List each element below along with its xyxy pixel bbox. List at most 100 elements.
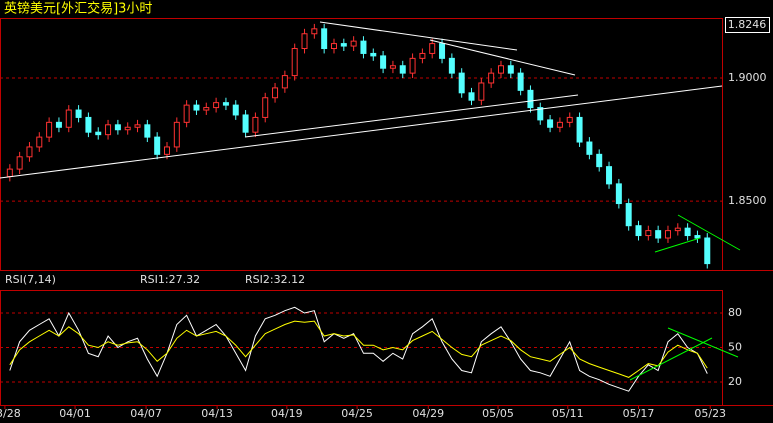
candle-body bbox=[350, 40, 357, 47]
legend-label: RSI1:27.32 bbox=[140, 273, 200, 286]
candle-body bbox=[674, 227, 681, 232]
rsi-line bbox=[9, 306, 708, 392]
candle-body bbox=[527, 89, 534, 109]
candle-body bbox=[154, 136, 161, 155]
candle-body bbox=[46, 121, 53, 138]
candle-body bbox=[193, 104, 200, 111]
candle-body bbox=[232, 104, 239, 116]
price-panel bbox=[0, 18, 723, 271]
candle-body bbox=[55, 121, 62, 128]
chart-title: 英镑美元[外汇交易]3小时 bbox=[4, 1, 152, 17]
x-tick-label: 03/28 bbox=[0, 407, 21, 420]
x-tick-label: 05/17 bbox=[623, 407, 655, 420]
candle-body bbox=[497, 65, 504, 74]
y-tick-label: 50 bbox=[728, 341, 742, 354]
candle-body bbox=[664, 230, 671, 239]
candle-body bbox=[75, 109, 82, 118]
candle-body bbox=[694, 235, 701, 239]
candle-body bbox=[468, 92, 475, 101]
trend-line bbox=[429, 39, 576, 76]
candle-body bbox=[36, 136, 43, 148]
candle-body bbox=[114, 124, 121, 131]
candle-body bbox=[655, 230, 662, 239]
candle-body bbox=[625, 203, 632, 227]
trend-line bbox=[629, 337, 713, 381]
candle-body bbox=[429, 43, 436, 54]
candle-body bbox=[458, 72, 465, 94]
candle-body bbox=[173, 121, 180, 148]
candle-body bbox=[478, 82, 485, 101]
candle-body bbox=[586, 141, 593, 155]
candle-body bbox=[507, 65, 514, 74]
candle-body bbox=[340, 43, 347, 47]
candle-body bbox=[85, 116, 92, 133]
candle-body bbox=[222, 102, 229, 106]
panel-title: RSI(7,14) bbox=[5, 273, 56, 286]
candle-body bbox=[704, 237, 711, 265]
candle-body bbox=[301, 33, 308, 50]
y-tick-label: 20 bbox=[728, 375, 742, 388]
candle-body bbox=[635, 225, 642, 237]
candle-body bbox=[409, 57, 416, 74]
candle-body bbox=[213, 102, 220, 109]
candle-body bbox=[556, 121, 563, 128]
candle-body bbox=[262, 97, 269, 118]
candle-body bbox=[6, 168, 13, 177]
trend-line bbox=[654, 237, 701, 253]
candle-body bbox=[311, 28, 318, 35]
x-tick-label: 05/05 bbox=[482, 407, 514, 420]
candle-body bbox=[163, 146, 170, 155]
x-tick-label: 05/23 bbox=[694, 407, 726, 420]
x-tick-label: 04/25 bbox=[341, 407, 373, 420]
candle-body bbox=[95, 131, 102, 136]
candle-body bbox=[380, 55, 387, 69]
candle-body bbox=[419, 52, 426, 59]
candle-body bbox=[252, 116, 259, 133]
last-price: 1.8246 bbox=[728, 18, 767, 31]
candle-body bbox=[488, 72, 495, 84]
candle-body bbox=[16, 156, 23, 170]
candle-body bbox=[272, 87, 279, 99]
legend-label: RSI2:32.12 bbox=[245, 273, 305, 286]
trend-line bbox=[677, 214, 741, 251]
x-tick-label: 04/01 bbox=[59, 407, 91, 420]
candle-body bbox=[124, 126, 131, 131]
x-tick-label: 04/29 bbox=[412, 407, 444, 420]
last-price-box bbox=[725, 17, 770, 33]
x-tick-label: 05/11 bbox=[552, 407, 584, 420]
candle-body bbox=[399, 65, 406, 74]
y-tick-label: 1.8500 bbox=[728, 194, 767, 207]
candle-body bbox=[330, 43, 337, 50]
trend-line bbox=[0, 85, 723, 179]
trend-line bbox=[319, 21, 518, 51]
candle-body bbox=[615, 183, 622, 205]
candle-body bbox=[26, 146, 33, 158]
candle-body bbox=[439, 43, 446, 59]
x-tick-label: 04/19 bbox=[271, 407, 303, 420]
x-tick-label: 04/07 bbox=[130, 407, 162, 420]
candle-body bbox=[203, 107, 210, 111]
candle-body bbox=[321, 28, 328, 50]
candle-body bbox=[389, 65, 396, 69]
candle-body bbox=[645, 230, 652, 237]
candle-body bbox=[242, 114, 249, 133]
candle-body bbox=[517, 72, 524, 91]
y-tick-label: 1.9000 bbox=[728, 71, 767, 84]
candle-body bbox=[547, 119, 554, 128]
candle-body bbox=[105, 124, 112, 136]
candle-body bbox=[134, 124, 141, 128]
candle-body bbox=[281, 75, 288, 89]
trend-line bbox=[667, 327, 739, 358]
candle-body bbox=[291, 48, 298, 77]
candle-body bbox=[684, 227, 691, 237]
trend-lines bbox=[0, 21, 741, 381]
x-tick-label: 04/13 bbox=[201, 407, 233, 420]
candle-body bbox=[448, 57, 455, 74]
rsi-line bbox=[9, 320, 708, 378]
candle-body bbox=[596, 153, 603, 168]
candle-body bbox=[360, 40, 367, 54]
trend-line bbox=[244, 94, 579, 138]
y-tick-label: 80 bbox=[728, 306, 742, 319]
candle-body bbox=[144, 124, 151, 138]
